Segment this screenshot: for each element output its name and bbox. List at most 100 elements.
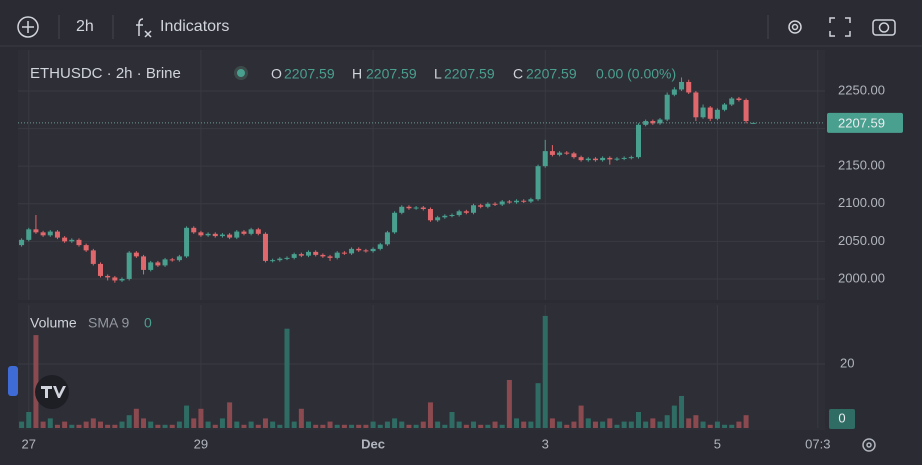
x-tick-label: Dec [361,436,385,451]
volume-value: 0 [144,315,152,331]
volume-bar [327,421,333,428]
candle-body [671,89,677,95]
candle-body [162,259,168,266]
volume-bar [191,418,197,428]
volume-bar [26,411,32,428]
axis-settings-icon[interactable] [862,438,876,452]
candle-body [133,252,139,257]
candle-body [119,278,125,281]
volume-pane [18,303,825,430]
candle-body [349,248,355,254]
volume-bar [219,418,225,428]
candle-body [284,257,290,259]
fx-icon[interactable] [136,18,152,38]
volume-bar [341,424,347,428]
candle-body [743,100,749,122]
volume-bar [707,424,713,428]
volume-bar [205,421,211,428]
candle-body [657,119,663,124]
indicators-button[interactable]: Indicators [160,18,229,35]
volume-bar [492,421,498,428]
volume-bar [650,418,656,428]
candle-body [327,256,333,258]
candle-body [679,81,685,90]
candle-body [90,250,96,264]
volume-bar [499,424,505,428]
candle-body [270,260,276,262]
volume-bar [449,411,455,428]
volume-bar [248,421,254,428]
interval-button[interactable]: 2h [76,18,94,35]
candle-body [521,200,527,202]
add-icon[interactable] [17,16,39,38]
candle-body [535,166,541,200]
last-price-box [827,112,903,133]
volume-bar [564,424,570,428]
volume-bar [349,424,355,428]
volume-bar [643,421,649,428]
candle-body [26,229,32,240]
candle-body [356,248,362,251]
volume-bar [686,418,692,428]
candle-body [184,227,190,257]
volume-bar [578,405,584,428]
side-tab[interactable] [8,366,18,396]
candle-body [141,256,147,270]
candle-body [219,234,225,237]
volume-bar [435,421,441,428]
candle-body [399,206,405,213]
last-price-label: 2207.59 [838,115,885,130]
candle-body [19,239,25,246]
y-tick-label: 2150.00 [838,158,885,173]
candle-body [449,215,455,217]
volume-bar [241,424,247,428]
candle-body [277,258,283,261]
volume-bar [69,424,75,428]
x-tick-label: 07:3 [805,436,830,451]
candle-body [736,98,742,100]
volume-bar [105,424,111,428]
logo-mark [41,386,66,398]
candle-body [420,207,426,210]
volume-title: Volume [30,315,77,331]
candle-body [205,233,211,236]
volume-bar [463,424,469,428]
fullscreen-icon[interactable] [829,17,851,37]
candle-body [313,251,319,255]
candle-body [392,212,398,233]
volume-bar [607,418,613,428]
candle-body [664,94,670,120]
candle-body [334,252,340,258]
volume-bar [592,421,598,428]
x-tick-label: 3 [542,436,549,451]
candle-body [370,248,376,252]
volume-bar [628,421,634,428]
volume-bar [313,424,319,428]
volume-bar [40,421,46,428]
low-label: L [434,66,442,82]
status-dot [237,69,245,77]
camera-lens [878,22,890,33]
volume-bar [97,421,104,428]
chart-title: ETHUSDC · 2h · Brine [30,65,181,82]
volume-bar [126,415,132,428]
candle-body [126,252,132,279]
volume-bar [521,421,527,428]
volume-bar [621,421,627,428]
logo [35,375,69,409]
volume-bar [736,421,742,428]
y-tick-label: 2250.00 [838,82,885,97]
camera-icon[interactable] [872,19,896,36]
volume-bar [729,424,735,428]
candle-body [155,262,161,266]
volume-bar [714,421,720,428]
candle-body [427,209,433,221]
volume-bar [306,421,312,428]
candle-body [557,152,563,155]
candle-body [542,151,548,167]
volume-bar [377,424,383,428]
volume-bar [176,421,182,428]
candle-body [227,234,233,238]
settings-icon[interactable] [788,20,802,34]
candle-body [341,252,347,254]
